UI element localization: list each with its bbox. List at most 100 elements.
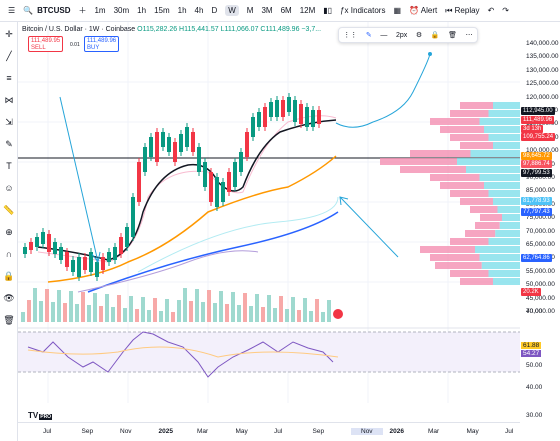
- lock-draw-icon[interactable]: 🔒: [430, 32, 440, 39]
- fib-icon[interactable]: ≡: [6, 73, 12, 83]
- volume-bar: [261, 307, 265, 322]
- candle-body: [59, 247, 63, 260]
- more-icon[interactable]: ⋯: [465, 32, 473, 39]
- price-tag: 81,778.93: [521, 197, 552, 205]
- drawing-toolbar: ✛ ╱ ≡ ⋈ ⇲ ✎ T ☺ 📏 ⊕ ∩ 🔒 👁 🗑: [0, 22, 18, 441]
- symbol-search[interactable]: BTCUSD: [37, 6, 71, 15]
- zoom-icon[interactable]: ⊕: [5, 227, 13, 237]
- time-label: Mar: [428, 428, 440, 435]
- volume-bar: [285, 309, 289, 322]
- buy-button[interactable]: 111,489.96 BUY: [84, 36, 120, 52]
- time-label: May: [466, 428, 479, 435]
- price-tick: 135,000.00: [526, 53, 559, 61]
- candle-body: [65, 252, 69, 267]
- rsi-tick: 61.88: [521, 342, 542, 349]
- interval-3m[interactable]: 3M: [261, 6, 273, 15]
- price-tick: 85,000.00: [526, 187, 555, 195]
- rsi-tick: 30.00: [526, 412, 543, 419]
- vp-sell: [435, 262, 482, 269]
- interval-1m[interactable]: 1m: [94, 6, 106, 15]
- events-icon[interactable]: [333, 309, 343, 319]
- time-label: Nov: [120, 428, 132, 435]
- vp-buy: [488, 270, 520, 277]
- line-width[interactable]: 2px: [396, 31, 408, 39]
- vp-buy: [481, 262, 520, 269]
- settings-icon[interactable]: ⚙: [415, 32, 423, 39]
- emoji-icon[interactable]: ☺: [4, 183, 14, 193]
- brush-icon[interactable]: ✎: [5, 139, 13, 149]
- time-axis[interactable]: Jul Sep Nov 2025 Mar May Jul Sep Nov 2026 Mar May Ju…: [18, 422, 520, 441]
- volume-bar: [123, 308, 127, 322]
- price-tick: 70,000.00: [526, 227, 555, 235]
- time-label: Nov: [351, 428, 383, 435]
- tradingview-logo: TV PRO: [28, 411, 53, 420]
- pen-color-icon[interactable]: ✎: [365, 32, 372, 39]
- text-icon[interactable]: T: [6, 161, 12, 171]
- lock-icon[interactable]: 🔒: [3, 271, 15, 281]
- interval-12m[interactable]: 12M: [299, 6, 316, 15]
- interval-1h-b[interactable]: 1h: [177, 6, 187, 15]
- time-label: Jul: [43, 428, 52, 435]
- interval-d[interactable]: D: [211, 6, 218, 15]
- vp-sell: [450, 134, 489, 141]
- candle-body: [131, 197, 135, 237]
- measure-icon[interactable]: ⇲: [5, 117, 13, 127]
- time-label: Jul: [505, 428, 514, 435]
- eye-icon[interactable]: 👁: [3, 293, 15, 303]
- menu-icon[interactable]: ☰: [8, 6, 16, 15]
- candle-body: [53, 242, 57, 254]
- replay-button[interactable]: ⏮ Replay: [445, 5, 480, 15]
- indicators-button[interactable]: ƒx Indicators: [340, 6, 386, 15]
- vp-sell: [450, 190, 489, 197]
- interval-30m[interactable]: 30m: [113, 6, 130, 15]
- redo-icon[interactable]: ↷: [502, 6, 509, 15]
- price-scale[interactable]: 140,000.00 135,000.00 130,000.00 125,000.00…: [520, 22, 560, 419]
- interval-6m[interactable]: 6M: [280, 6, 292, 15]
- crosshair-icon[interactable]: ✛: [5, 29, 13, 39]
- vp-buy: [457, 158, 520, 165]
- candle-body: [161, 132, 165, 147]
- line-style-icon[interactable]: —: [380, 31, 388, 39]
- drawing-properties-bar: ⋮⋮ ✎ — 2px ⚙ 🔒 🗑 ⋯: [338, 27, 478, 43]
- candle-body: [95, 262, 99, 277]
- price-tag: 98,645.72: [521, 152, 552, 160]
- pattern-icon[interactable]: ⋈: [4, 95, 14, 105]
- interval-w[interactable]: W: [225, 5, 239, 16]
- vp-sell: [460, 142, 493, 149]
- ruler-icon[interactable]: 📏: [3, 205, 15, 215]
- candle-body: [143, 147, 147, 172]
- drag-handle-icon[interactable]: ⋮⋮: [343, 32, 358, 39]
- interval-4h[interactable]: 4h: [194, 6, 204, 15]
- volume-bar: [177, 300, 181, 322]
- price-tag: 112,945.00: [521, 107, 555, 115]
- layout-icon[interactable]: ▦: [393, 6, 402, 15]
- volume-bar: [291, 297, 295, 322]
- trash-icon[interactable]: 🗑: [3, 315, 15, 325]
- volume-bar: [195, 289, 199, 322]
- volume-bar: [213, 303, 217, 322]
- replay-icon: ⏮: [445, 5, 455, 15]
- sell-button[interactable]: 111,489.95 SELL: [28, 36, 64, 52]
- candle-body: [101, 257, 105, 270]
- add-symbol-icon[interactable]: ＋: [78, 6, 87, 15]
- delete-icon[interactable]: 🗑: [448, 32, 458, 39]
- price-chart[interactable]: [18, 22, 520, 403]
- arrow-annotations[interactable]: [59, 52, 432, 264]
- undo-icon[interactable]: ↶: [487, 6, 495, 15]
- interval-1h[interactable]: 1h: [137, 6, 147, 15]
- candle-body: [83, 257, 87, 270]
- ema-purple-line: [77, 250, 259, 293]
- interval-m[interactable]: M: [246, 6, 254, 15]
- candle-type-icon[interactable]: ▮▯: [323, 6, 333, 15]
- search-icon[interactable]: 🔍: [23, 6, 34, 15]
- magnet-icon[interactable]: ∩: [5, 249, 13, 259]
- ema-light-line: [137, 196, 339, 273]
- trendline-icon[interactable]: ╱: [6, 51, 12, 61]
- vp-sell: [450, 110, 489, 117]
- vp-buy: [479, 254, 520, 261]
- candle-body: [311, 110, 315, 127]
- interval-15m[interactable]: 15m: [154, 6, 170, 15]
- candle-body: [245, 132, 249, 157]
- alert-button[interactable]: ⏰ Alert: [409, 6, 438, 15]
- time-label: Sep: [312, 428, 325, 435]
